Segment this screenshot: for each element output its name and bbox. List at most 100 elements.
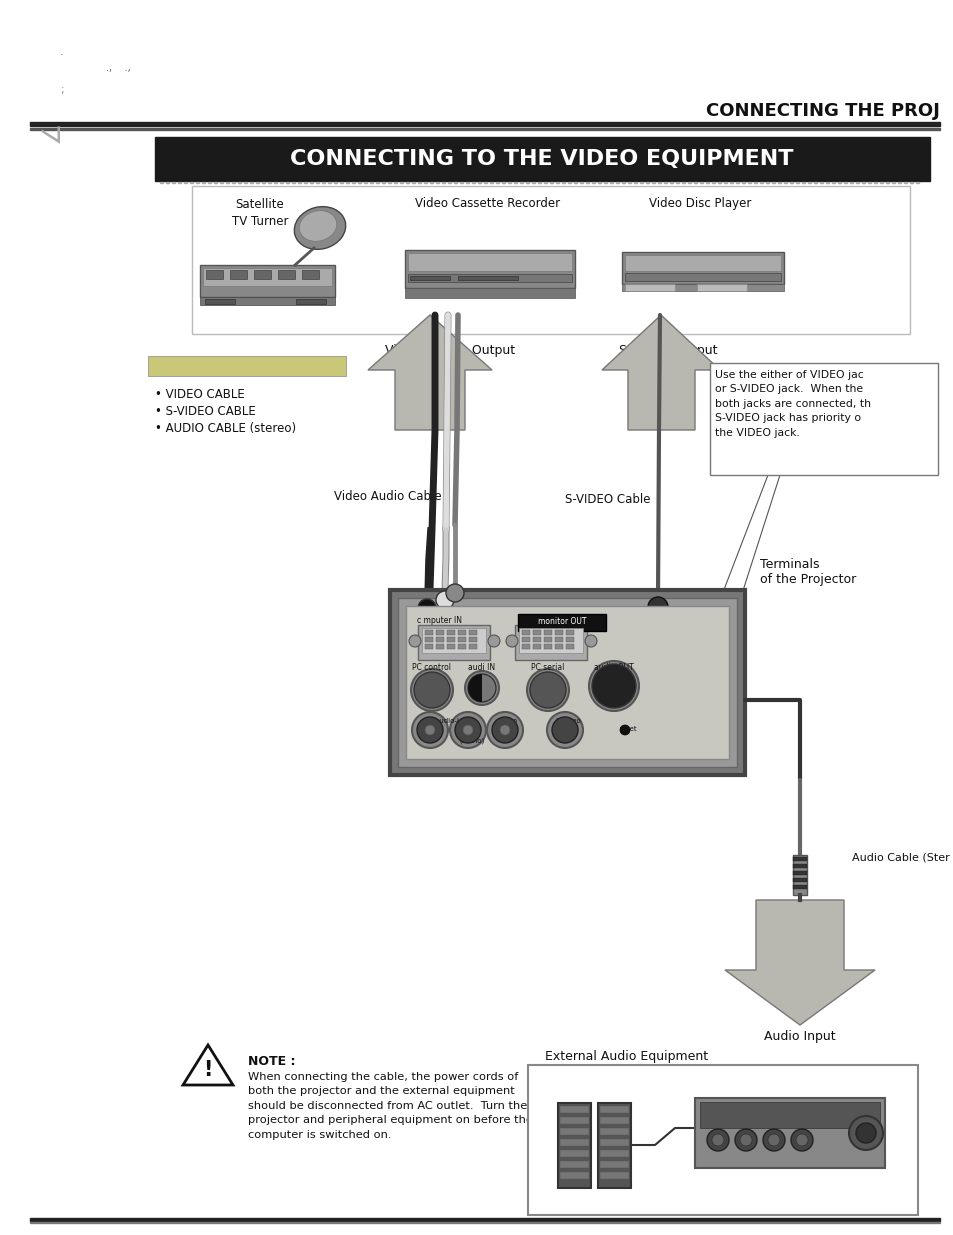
Bar — [599, 1116, 628, 1124]
Circle shape — [767, 1134, 780, 1146]
Circle shape — [411, 669, 453, 711]
Text: c mputer IN: c mputer IN — [417, 616, 462, 625]
Circle shape — [414, 672, 450, 708]
Bar — [624, 254, 781, 270]
Text: R-audio-L: R-audio-L — [428, 718, 461, 724]
Bar — [200, 266, 335, 296]
Bar — [695, 1098, 884, 1168]
Circle shape — [468, 674, 496, 701]
Text: .,    .,: ., ., — [106, 63, 131, 73]
Bar — [599, 1161, 628, 1168]
Circle shape — [588, 661, 639, 711]
Bar — [559, 1161, 588, 1168]
Text: Terminals
of the Projector: Terminals of the Projector — [760, 558, 856, 585]
Bar — [521, 630, 530, 635]
Bar — [598, 1103, 630, 1188]
Circle shape — [795, 1134, 807, 1146]
Bar — [792, 885, 806, 889]
Circle shape — [584, 635, 597, 647]
Circle shape — [619, 725, 629, 735]
Bar — [408, 274, 572, 282]
Text: Use the either of VIDEO jac
or S-VIDEO jack.  When the
both jacks are connected,: Use the either of VIDEO jac or S-VIDEO j… — [714, 370, 870, 437]
Text: Satellite
TV Turner: Satellite TV Turner — [232, 198, 288, 228]
Text: audio OUT: audio OUT — [594, 663, 633, 672]
Circle shape — [530, 672, 565, 708]
Bar — [30, 128, 939, 130]
Bar — [457, 643, 465, 650]
Text: monitor OUT: monitor OUT — [537, 618, 586, 626]
Polygon shape — [724, 900, 874, 1025]
Circle shape — [417, 599, 436, 618]
Bar — [30, 1218, 939, 1220]
Bar — [624, 273, 781, 282]
Text: • VIDEO CABLE: • VIDEO CABLE — [154, 388, 245, 401]
Text: • S-VIDEO CABLE: • S-VIDEO CABLE — [154, 405, 255, 417]
Bar — [517, 614, 605, 631]
Bar — [559, 1107, 588, 1113]
Bar — [200, 296, 335, 305]
Bar — [277, 270, 294, 279]
Ellipse shape — [294, 206, 345, 249]
Bar — [599, 1172, 628, 1179]
Bar — [417, 625, 490, 659]
Text: Video Audio Cable: Video Audio Cable — [334, 490, 441, 503]
Circle shape — [462, 725, 473, 735]
Bar — [154, 137, 929, 182]
Bar — [230, 270, 247, 279]
Bar — [457, 637, 465, 642]
Circle shape — [546, 713, 582, 748]
Bar — [792, 857, 806, 861]
Bar — [555, 643, 562, 650]
Bar — [792, 864, 806, 868]
Circle shape — [412, 713, 448, 748]
Bar — [792, 855, 806, 895]
Text: video: video — [498, 718, 517, 724]
Text: PC control: PC control — [412, 663, 451, 672]
Text: Used cables for connection: Used cables for connection — [150, 359, 330, 373]
Bar — [424, 637, 433, 642]
Circle shape — [762, 1129, 784, 1151]
Bar — [390, 590, 744, 776]
Bar — [302, 270, 318, 279]
Circle shape — [446, 584, 463, 601]
Circle shape — [409, 635, 420, 647]
Bar — [621, 284, 783, 291]
Bar — [700, 1102, 879, 1128]
Bar — [405, 249, 575, 288]
Bar — [518, 629, 582, 653]
Bar — [436, 630, 443, 635]
Bar — [253, 270, 271, 279]
Bar — [533, 643, 540, 650]
Text: S-VIDEO Output: S-VIDEO Output — [618, 345, 717, 357]
Text: CONNECTING TO THE VIDEO EQUIPMENT: CONNECTING TO THE VIDEO EQUIPMENT — [290, 149, 793, 169]
Bar — [697, 284, 746, 291]
Circle shape — [424, 725, 435, 735]
Bar — [565, 643, 574, 650]
Text: PC serial: PC serial — [531, 663, 564, 672]
Circle shape — [505, 635, 517, 647]
Circle shape — [855, 1123, 875, 1144]
Bar — [599, 1150, 628, 1157]
Bar — [533, 637, 540, 642]
Circle shape — [488, 635, 499, 647]
Text: Video Cassette Recorder: Video Cassette Recorder — [415, 198, 560, 210]
Bar — [559, 1128, 588, 1135]
Bar — [436, 643, 443, 650]
Bar — [565, 630, 574, 635]
Circle shape — [450, 713, 485, 748]
Bar — [521, 637, 530, 642]
Polygon shape — [601, 315, 720, 430]
Bar — [447, 643, 455, 650]
Circle shape — [740, 1134, 751, 1146]
Bar — [408, 253, 572, 270]
Bar — [543, 643, 552, 650]
Text: S-video: S-video — [555, 718, 580, 724]
Text: !: ! — [203, 1060, 213, 1079]
Bar — [555, 630, 562, 635]
Text: reset: reset — [618, 726, 637, 732]
Bar — [599, 1107, 628, 1113]
Circle shape — [711, 1134, 723, 1146]
Bar — [424, 630, 433, 635]
Circle shape — [647, 597, 667, 618]
Bar — [599, 1128, 628, 1135]
